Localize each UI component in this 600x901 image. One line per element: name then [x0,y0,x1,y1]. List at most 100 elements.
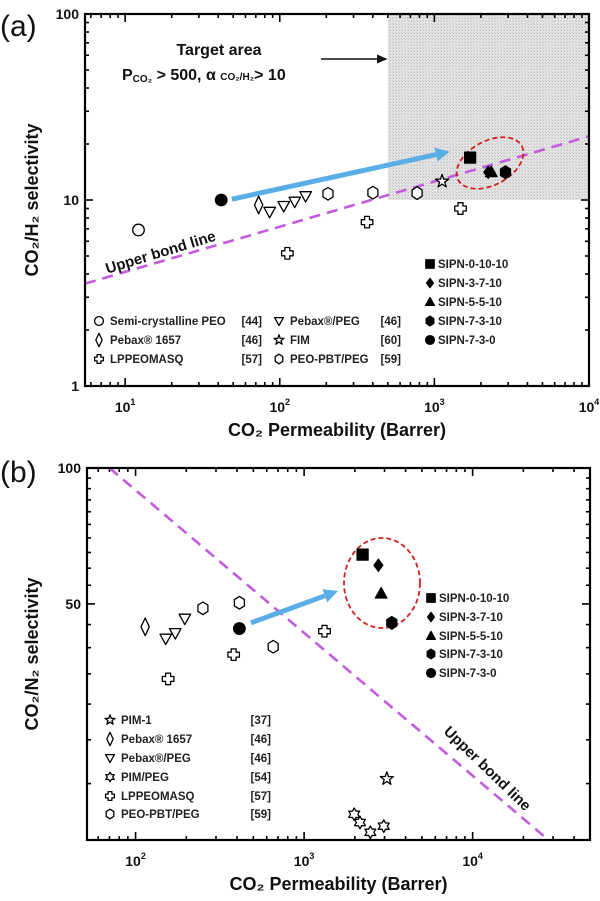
series-sipn-5-5-10 [484,165,498,178]
x-axis-title: CO₂ Permeability (Barrer) [229,874,447,894]
data-point [386,615,398,630]
legend-marker [426,593,436,603]
y-tick-label: 100 [56,6,80,22]
x-tick-exponent: 4 [478,851,483,861]
legend-reference: [54] [251,772,272,784]
legend-reference: [60] [381,335,402,347]
series-peo-pbt-peg [197,595,279,654]
condition-alpha-subscript: CO₂/H₂ [220,72,254,83]
series-sipn-7-3-10 [386,615,398,630]
x-tick-label: 102 [269,397,290,415]
legend-marker [105,771,115,783]
data-point [373,558,384,572]
legend-label: SIPN-7-3-0 [439,668,497,680]
data-point [499,165,512,180]
legend-reference: [44] [242,316,263,328]
data-point [233,595,246,610]
sipn-highlight-ellipse [455,136,525,190]
data-point [411,186,423,201]
legend-label: SIPN-7-3-10 [439,649,503,661]
data-point [267,639,279,654]
data-point [484,165,498,178]
data-point [353,815,367,830]
data-point [214,193,228,207]
legend-marker [425,315,435,327]
legend-reference: [37] [251,715,272,727]
x-tick-exponent: 2 [285,397,290,407]
legend-label: SIPN-0-10-10 [439,593,509,605]
legend-label: PIM/PEG [121,772,169,784]
data-point [360,215,374,229]
legend-label: Pebax®/PEG [121,753,191,765]
y-tick-label: 100 [58,460,82,476]
data-point [140,617,150,637]
legend-marker [274,353,284,365]
legend-marker [95,332,103,348]
condition-p-subscript: CO₂ [133,74,152,85]
x-tick-exponent: 3 [440,397,445,407]
x-tick-exponent: 1 [130,397,135,407]
series-sipn-0-10-10 [463,151,477,164]
x-tick-base: 10 [462,853,478,869]
plot-frame [85,466,592,842]
data-point [299,191,313,203]
x-tick-exponent: 3 [309,851,314,861]
legend-reference: [57] [242,354,263,366]
data-point [178,613,192,626]
panel-label: (a) [0,10,37,43]
legend-label: SIPN-7-3-0 [438,335,496,347]
y-tick-label: 1 [71,378,79,394]
x-tick-base: 10 [579,399,595,415]
series-pebax-1657 [253,195,264,215]
legend-label: PEO-PBT/PEG [290,354,369,366]
x-tick-base: 10 [424,399,440,415]
series-sipn-7-3-0 [214,193,228,207]
upper-bound-line [108,467,550,841]
trend-arrow-shaft [231,152,437,202]
upper-bound-line [84,135,590,285]
legend-label: Pebax®/PEG [290,316,360,328]
target-area-condition: PCO₂ > 500, α CO₂/H₂> 10 [122,67,286,85]
condition-text-1: > 500, α [152,67,220,84]
x-tick-exponent: 4 [594,397,599,407]
data-point [356,548,369,561]
legend-label: PEO-PBT/PEG [121,809,200,821]
legend-label: LPPEOMASQ [121,791,195,803]
data-point [227,648,241,662]
series-lppeomasq [280,202,467,260]
legend-marker [104,714,116,725]
legend-label: PIM-1 [121,715,152,727]
series-pebax-1657 [140,617,150,637]
legend-label: Semi-crystalline PEO [110,316,226,328]
x-axis-title: CO₂ Permeability (Barrer) [228,420,446,440]
legend-marker [104,753,116,764]
data-point [377,819,390,834]
legend-marker [425,667,437,679]
legend-marker [426,611,436,623]
legend-label: Pebax® 1657 [110,335,181,347]
data-point [367,185,379,200]
data-point [348,807,361,822]
legend-marker [424,334,436,346]
series-pim-1 [379,771,395,785]
data-point [197,601,209,616]
x-tick-label: 102 [125,851,146,869]
series-pebax-peg [159,613,192,646]
legend-marker [106,731,114,747]
legend-reference: [59] [251,809,272,821]
condition-p: P [122,67,133,84]
series-sipn-7-3-0 [232,622,246,635]
data-point [454,202,467,215]
series-sipn-0-10-10 [356,548,369,561]
x-tick-label: 104 [462,851,483,869]
legend-marker [424,296,436,307]
plot-frame [83,12,591,388]
series-sipn-5-5-10 [374,586,388,599]
legend-marker [105,808,115,820]
x-tick-label: 101 [115,397,136,415]
data-point [159,633,173,646]
trend-arrow-shaft [250,593,326,626]
data-point [280,246,294,260]
